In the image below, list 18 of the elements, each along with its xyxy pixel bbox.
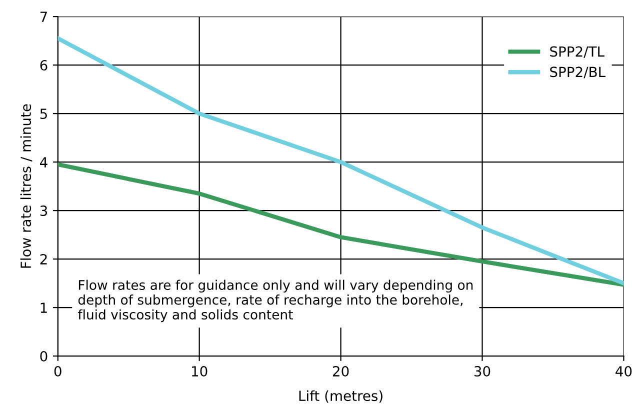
y-tick-label: 7 bbox=[40, 12, 47, 22]
x-tick-label: 10 bbox=[192, 366, 208, 377]
y-tick-label: 6 bbox=[40, 60, 48, 71]
y-tick-label: 3 bbox=[40, 206, 48, 216]
x-tick-label: 20 bbox=[332, 366, 349, 377]
annotation: Flow rates are for guidance only and will vary depending on depth of submergence, rate of recharge into the borehole, fluid viscosity and solids content bbox=[78, 280, 473, 322]
y-tick-label: 2 bbox=[40, 254, 47, 264]
y-axis-title: Flow rate litres / minute bbox=[20, 104, 32, 268]
legend-label: SPP2/BL bbox=[550, 66, 606, 78]
y-tick-label: 5 bbox=[40, 108, 47, 120]
y-tick-label: 1 bbox=[40, 302, 47, 313]
y-tick-label: 4 bbox=[40, 157, 48, 168]
x-axis-title: Lift (metres) bbox=[299, 390, 382, 403]
y-tick-label: 0 bbox=[40, 351, 48, 362]
legend-label: SPP2/TL bbox=[550, 46, 604, 58]
x-tick-label: 30 bbox=[474, 366, 490, 377]
x-tick-label: 0 bbox=[54, 366, 62, 377]
x-tick-label: 40 bbox=[616, 366, 632, 377]
